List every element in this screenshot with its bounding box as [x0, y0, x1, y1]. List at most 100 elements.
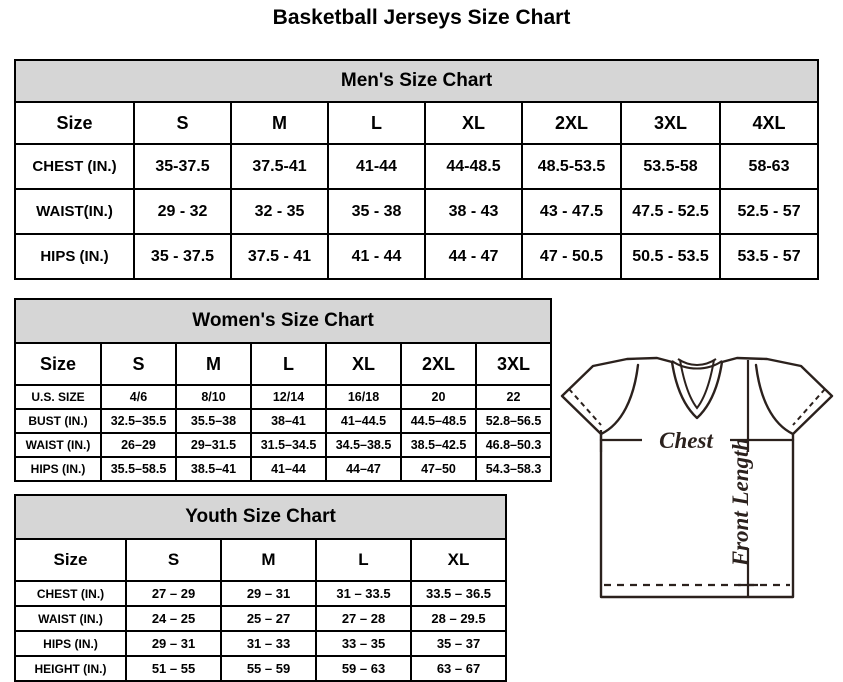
youth-cell-waist-s: 24 – 25	[125, 605, 222, 632]
youth-row-label-chest: CHEST (IN.)	[14, 580, 127, 607]
womens-cell-us-size-3xl: 22	[474, 384, 553, 410]
youth-cell-chest-xl: 33.5 – 36.5	[409, 580, 508, 607]
mens-cell-chest-xl: 44-48.5	[424, 143, 523, 190]
youth-size-chart-table: Youth Size Chart Size S M L XL CHEST (IN…	[13, 494, 508, 682]
table-row: HIPS (IN.) 29 – 31 31 – 33 33 – 35 35 – …	[14, 630, 508, 657]
youth-col-header-s: S	[125, 538, 222, 582]
youth-cell-hips-s: 29 – 31	[125, 630, 222, 657]
mens-header-row: Size S M L XL 2XL 3XL 4XL	[14, 101, 820, 145]
table-row: CHEST (IN.) 35-37.5 37.5-41 41-44 44-48.…	[14, 143, 820, 190]
mens-col-header-2xl: 2XL	[521, 101, 622, 145]
youth-cell-hips-m: 31 – 33	[220, 630, 317, 657]
womens-cell-hips-m: 38.5–41	[175, 456, 252, 482]
jersey-torso-outline	[599, 438, 795, 599]
womens-col-header-l: L	[250, 342, 327, 386]
womens-cell-hips-2xl: 47–50	[400, 456, 477, 482]
front-length-measure-label: Front Length	[728, 438, 753, 567]
mens-cell-waist-m: 32 - 35	[230, 188, 329, 235]
mens-col-header-size: Size	[14, 101, 135, 145]
youth-cell-height-xl: 63 – 67	[409, 655, 508, 682]
youth-cell-waist-m: 25 – 27	[220, 605, 317, 632]
womens-cell-bust-3xl: 52.8–56.5	[474, 408, 553, 434]
mens-cell-chest-4xl: 58-63	[718, 143, 820, 190]
jersey-measurement-diagram: Chest Front Length	[552, 352, 842, 632]
womens-row-label-hips: HIPS (IN.)	[14, 456, 102, 482]
jersey-right-armhole	[754, 363, 795, 436]
youth-cell-height-m: 55 – 59	[220, 655, 317, 682]
womens-chart-title-row: Women's Size Chart	[13, 298, 553, 344]
table-row: HEIGHT (IN.) 51 – 55 55 – 59 59 – 63 63 …	[14, 655, 508, 682]
mens-cell-hips-xl: 44 - 47	[424, 233, 523, 280]
womens-col-header-xl: XL	[325, 342, 402, 386]
mens-cell-hips-s: 35 - 37.5	[133, 233, 232, 280]
youth-chart-title: Youth Size Chart	[13, 494, 508, 540]
womens-chart-title: Women's Size Chart	[13, 298, 553, 344]
youth-cell-chest-m: 29 – 31	[220, 580, 317, 607]
mens-cell-chest-3xl: 53.5-58	[620, 143, 721, 190]
jersey-collar-arc-inner	[677, 358, 717, 366]
table-row: BUST (IN.) 32.5–35.5 35.5–38 38–41 41–44…	[14, 408, 553, 434]
mens-cell-waist-l: 35 - 38	[327, 188, 426, 235]
mens-size-chart-table: Men's Size Chart Size S M L XL 2XL 3XL 4…	[13, 59, 820, 280]
mens-cell-hips-3xl: 50.5 - 53.5	[620, 233, 721, 280]
womens-size-chart-table: Women's Size Chart Size S M L XL 2XL 3XL…	[13, 298, 553, 482]
jersey-collar-arc-outer	[671, 360, 723, 370]
womens-cell-us-size-m: 8/10	[175, 384, 252, 410]
womens-cell-hips-xl: 44–47	[325, 456, 402, 482]
womens-col-header-3xl: 3XL	[474, 342, 553, 386]
mens-cell-waist-2xl: 43 - 47.5	[521, 188, 622, 235]
table-row: U.S. SIZE 4/6 8/10 12/14 16/18 20 22	[14, 384, 553, 410]
mens-cell-hips-4xl: 53.5 - 57	[718, 233, 820, 280]
womens-col-header-m: M	[175, 342, 252, 386]
youth-row-label-waist: WAIST (IN.)	[14, 605, 127, 632]
mens-cell-chest-l: 41-44	[327, 143, 426, 190]
table-row: HIPS (IN.) 35 - 37.5 37.5 - 41 41 - 44 4…	[14, 233, 820, 280]
youth-cell-height-l: 59 – 63	[315, 655, 412, 682]
womens-cell-waist-2xl: 38.5–42.5	[400, 432, 477, 458]
youth-col-header-m: M	[220, 538, 317, 582]
mens-cell-hips-2xl: 47 - 50.5	[521, 233, 622, 280]
mens-cell-waist-xl: 38 - 43	[424, 188, 523, 235]
youth-cell-chest-l: 31 – 33.5	[315, 580, 412, 607]
mens-col-header-m: M	[230, 101, 329, 145]
womens-cell-hips-3xl: 54.3–58.3	[474, 456, 553, 482]
youth-row-label-height: HEIGHT (IN.)	[14, 655, 127, 682]
mens-chart-title: Men's Size Chart	[13, 59, 820, 103]
womens-cell-us-size-l: 12/14	[250, 384, 327, 410]
womens-row-label-us-size: U.S. SIZE	[14, 384, 102, 410]
womens-cell-us-size-2xl: 20	[400, 384, 477, 410]
womens-row-label-waist: WAIST (IN.)	[14, 432, 102, 458]
jersey-left-cuff-hem	[568, 388, 602, 426]
womens-col-header-s: S	[100, 342, 177, 386]
womens-cell-waist-m: 29–31.5	[175, 432, 252, 458]
youth-col-header-size: Size	[14, 538, 127, 582]
womens-cell-bust-xl: 41–44.5	[325, 408, 402, 434]
womens-cell-us-size-s: 4/6	[100, 384, 177, 410]
womens-cell-waist-3xl: 46.8–50.3	[474, 432, 553, 458]
mens-col-header-s: S	[133, 101, 232, 145]
youth-cell-hips-l: 33 – 35	[315, 630, 412, 657]
mens-cell-waist-3xl: 47.5 - 52.5	[620, 188, 721, 235]
jersey-vneck-outer	[670, 360, 724, 420]
chest-measure-label: Chest	[659, 428, 713, 453]
womens-cell-bust-l: 38–41	[250, 408, 327, 434]
womens-col-header-2xl: 2XL	[400, 342, 477, 386]
womens-cell-waist-xl: 34.5–38.5	[325, 432, 402, 458]
mens-row-label-hips: HIPS (IN.)	[14, 233, 135, 280]
mens-cell-waist-s: 29 - 32	[133, 188, 232, 235]
mens-cell-hips-m: 37.5 - 41	[230, 233, 329, 280]
womens-cell-hips-l: 41–44	[250, 456, 327, 482]
mens-cell-chest-2xl: 48.5-53.5	[521, 143, 622, 190]
womens-row-label-bust: BUST (IN.)	[14, 408, 102, 434]
mens-col-header-3xl: 3XL	[620, 101, 721, 145]
mens-cell-chest-m: 37.5-41	[230, 143, 329, 190]
youth-cell-waist-xl: 28 – 29.5	[409, 605, 508, 632]
jersey-right-cuff-hem	[792, 388, 826, 426]
mens-col-header-xl: XL	[424, 101, 523, 145]
table-row: WAIST (IN.) 24 – 25 25 – 27 27 – 28 28 –…	[14, 605, 508, 632]
youth-chart-title-row: Youth Size Chart	[13, 494, 508, 540]
mens-row-label-waist: WAIST(IN.)	[14, 188, 135, 235]
youth-col-header-xl: XL	[409, 538, 508, 582]
womens-cell-waist-l: 31.5–34.5	[250, 432, 327, 458]
womens-cell-bust-s: 32.5–35.5	[100, 408, 177, 434]
